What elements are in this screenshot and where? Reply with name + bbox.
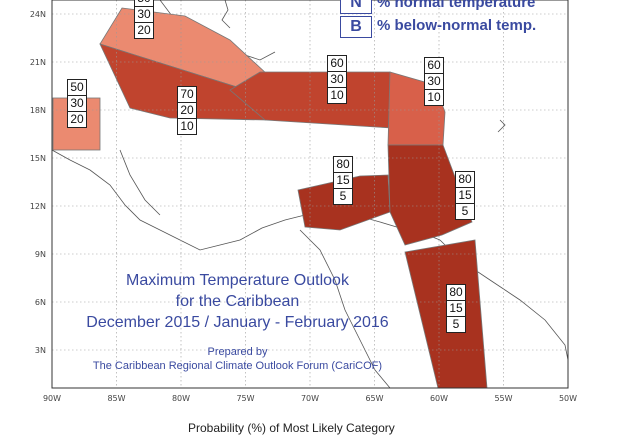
prob-above: 80 xyxy=(333,156,353,173)
prepared-by-org: The Caribbean Regional Climate Outlook F… xyxy=(92,360,383,372)
prob-below: 5 xyxy=(446,317,466,333)
lat-label: 6N xyxy=(35,298,46,307)
prob-normal: 30 xyxy=(134,7,154,23)
map-title-line3: December 2015 / January - February 2016 xyxy=(86,314,389,331)
prob-below: 20 xyxy=(67,112,87,128)
prob-below: 10 xyxy=(424,90,444,106)
prob-normal: 30 xyxy=(424,74,444,90)
probability-caption: Probability (%) of Most Likely Category xyxy=(188,421,395,435)
lon-label: 65W xyxy=(365,394,383,403)
legend-normal-box: N xyxy=(340,0,372,14)
prob-normal: 20 xyxy=(177,103,197,119)
prob-above: 80 xyxy=(446,284,466,301)
region-windward-islands xyxy=(387,144,473,246)
prob-box-greater-antilles: 60 30 10 xyxy=(327,55,347,104)
prepared-by: Prepared by xyxy=(207,346,268,358)
prob-box-guianas: 80 15 5 xyxy=(446,284,466,333)
legend-below-text: % below-normal temp. xyxy=(377,17,537,34)
lon-label: 60W xyxy=(430,394,448,403)
prob-box-western-caribbean: 70 20 10 xyxy=(177,86,197,135)
prob-box-southern-caribbean: 80 15 5 xyxy=(333,156,353,205)
prob-normal: 15 xyxy=(455,188,475,204)
lon-label: 50W xyxy=(559,394,577,403)
prob-below: 5 xyxy=(455,204,475,220)
prob-above: 60 xyxy=(327,55,347,72)
prob-box-bahamas: 50 30 20 xyxy=(134,0,154,39)
prob-normal: 30 xyxy=(327,72,347,88)
prob-normal: 15 xyxy=(446,301,466,317)
lat-label: 12N xyxy=(30,202,46,211)
prob-normal: 15 xyxy=(333,173,353,189)
lat-label: 3N xyxy=(35,346,46,355)
lon-label: 75W xyxy=(236,394,254,403)
lon-label: 80W xyxy=(172,394,190,403)
prob-below: 5 xyxy=(333,189,353,205)
lat-label: 24N xyxy=(30,10,46,19)
lon-label: 70W xyxy=(301,394,319,403)
prob-box-windward-islands: 80 15 5 xyxy=(455,171,475,220)
map-title-line2: for the Caribbean xyxy=(175,293,300,310)
latitude-labels: 24N 21N 18N 15N 12N 9N 6N 3N xyxy=(30,10,46,355)
prob-below: 10 xyxy=(327,88,347,104)
legend-below-box: B xyxy=(340,16,372,38)
legend-normal-text: % normal temperature xyxy=(377,0,536,11)
lon-label: 85W xyxy=(107,394,125,403)
region-western-caribbean xyxy=(99,43,266,121)
prob-above: 70 xyxy=(177,86,197,103)
prob-box-mexico-gulf: 50 30 20 xyxy=(67,79,87,128)
outlook-regions xyxy=(52,7,488,389)
prob-below: 10 xyxy=(177,119,197,135)
prob-above: 50 xyxy=(67,79,87,96)
prob-above: 60 xyxy=(424,57,444,74)
map-title-line1: Maximum Temperature Outlook xyxy=(126,272,349,289)
prob-above: 80 xyxy=(455,171,475,188)
longitude-labels: 90W 85W 80W 75W 70W 65W 60W 55W 50W xyxy=(43,394,577,403)
map-frame xyxy=(51,0,569,389)
lon-label: 55W xyxy=(494,394,512,403)
prob-normal: 30 xyxy=(67,96,87,112)
prob-below: 20 xyxy=(134,23,154,39)
lon-label: 90W xyxy=(43,394,61,403)
lat-label: 9N xyxy=(35,250,46,259)
lat-label: 21N xyxy=(30,58,46,67)
prob-above: 50 xyxy=(134,0,154,7)
lat-label: 15N xyxy=(30,154,46,163)
lat-label: 18N xyxy=(30,106,46,115)
prob-box-leeward-islands: 60 30 10 xyxy=(424,57,444,106)
